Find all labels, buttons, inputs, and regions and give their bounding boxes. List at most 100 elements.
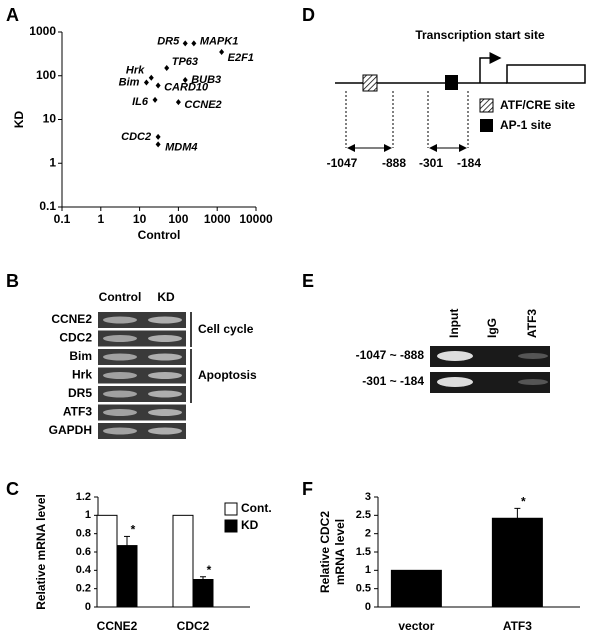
gel-lane — [98, 330, 186, 347]
gel-band — [148, 353, 182, 361]
x-tick-label: 100 — [168, 212, 188, 226]
x-tick-label: 0.1 — [54, 212, 71, 226]
gel-band — [103, 409, 137, 416]
legend-swatch — [224, 519, 238, 533]
point — [219, 48, 225, 55]
gel-row-label: -301 ~ -184 — [362, 374, 424, 388]
gel-band — [518, 379, 548, 385]
point-label: IL6 — [132, 96, 149, 108]
legend-label: ATF/CRE site — [500, 98, 575, 112]
y-tick-label: 3 — [365, 491, 371, 503]
y-tick-label: 1.5 — [356, 546, 371, 558]
point — [155, 82, 161, 89]
y-tick-label: 1 — [85, 509, 91, 521]
gel-band — [148, 427, 182, 435]
point-label: TP63 — [172, 56, 198, 68]
x-tick-label: ATF3 — [503, 619, 532, 633]
y-tick-label: 0 — [85, 601, 91, 613]
gel-row-label: DR5 — [68, 386, 92, 400]
panel-label: F — [302, 479, 313, 499]
x-tick-label: CDC2 — [177, 619, 210, 633]
gel-band — [103, 316, 137, 324]
x-tick-label: 10 — [133, 212, 147, 226]
gel-row-label: -1047 ~ -888 — [356, 348, 425, 362]
x-axis-label: Control — [138, 228, 181, 242]
gel-b: Control KD Cell cycle Apoptosis — [99, 290, 257, 403]
gel-column: Control — [99, 290, 142, 304]
gel-band — [103, 353, 137, 361]
region-start: -1047 — [327, 156, 358, 170]
gel-row-label: GAPDH — [49, 423, 92, 437]
point — [143, 79, 149, 86]
region-guides — [345, 91, 469, 148]
gel-lane — [98, 386, 186, 402]
panel-label: D — [302, 5, 315, 25]
gel-band — [103, 427, 137, 435]
gel-e: Input IgG ATF3 — [447, 309, 539, 338]
gel-lane — [98, 312, 186, 328]
gel-row-label: ATF3 — [63, 405, 92, 419]
gel-band — [103, 390, 137, 398]
group-label: Apoptosis — [198, 368, 257, 382]
point — [164, 65, 170, 72]
point — [175, 99, 181, 106]
point — [182, 40, 188, 47]
gel-band — [148, 372, 182, 379]
panel-label: A — [6, 5, 19, 25]
point — [182, 76, 188, 83]
x-tick-label: vector — [398, 619, 434, 633]
panel-label: C — [6, 479, 19, 499]
y-tick-label: 1 — [49, 155, 56, 169]
x-tick-label: 1 — [97, 212, 104, 226]
bar — [192, 579, 214, 608]
significance: * — [131, 523, 136, 537]
gel-column: ATF3 — [525, 309, 539, 338]
y-tick-label: 0.1 — [39, 199, 56, 213]
legend-swatch — [224, 502, 238, 516]
y-tick-label: 100 — [36, 68, 56, 82]
y-tick-label: 1 — [365, 564, 371, 576]
bar — [172, 514, 194, 608]
region-end: -888 — [382, 156, 406, 170]
point — [155, 141, 161, 148]
point-label: MAPK1 — [200, 35, 239, 47]
point-label: CCNE2 — [184, 99, 221, 111]
x-tick-label: 1000 — [204, 212, 231, 226]
gel-band — [437, 351, 473, 361]
bar — [96, 514, 118, 608]
gel-column: Input — [447, 309, 461, 338]
point — [155, 133, 161, 140]
y-axis-label: KD — [12, 111, 26, 129]
y-tick-label: 0 — [365, 601, 371, 613]
gel-lane — [98, 349, 186, 365]
gel-column: IgG — [485, 318, 499, 338]
ap1-site — [445, 75, 458, 90]
panel-label: E — [302, 271, 314, 291]
legend-label: KD — [241, 518, 259, 532]
y-axis-label: Relative mRNA level — [34, 494, 48, 610]
point-label: MDM4 — [165, 141, 197, 153]
exon-box — [506, 64, 586, 84]
point-label: Bim — [119, 76, 140, 88]
y-tick-label: 0.6 — [76, 546, 91, 558]
y-tick-label: 1.2 — [76, 491, 91, 503]
gel-lane — [98, 367, 186, 384]
gel-lane — [98, 423, 186, 439]
legend-label: AP-1 site — [500, 118, 552, 132]
bar — [390, 569, 442, 608]
tss-arrow — [479, 52, 502, 83]
diagram-title: Transcription start site — [415, 28, 545, 42]
region-start: -301 — [419, 156, 443, 170]
gel-row-label: Hrk — [72, 368, 92, 382]
gel-band — [103, 372, 137, 379]
atf-cre-site — [362, 74, 378, 92]
y-tick-label: 2.5 — [356, 509, 371, 521]
bar — [491, 517, 543, 608]
gel-band — [103, 335, 137, 342]
point-label: E2F1 — [228, 52, 254, 64]
y-axis-label: Relative CDC2 — [318, 511, 332, 593]
y-axis-label: mRNA level — [333, 519, 347, 585]
x-tick-label: CCNE2 — [97, 619, 138, 633]
y-tick-label: 2 — [365, 528, 371, 540]
point-label: DR5 — [157, 35, 180, 47]
